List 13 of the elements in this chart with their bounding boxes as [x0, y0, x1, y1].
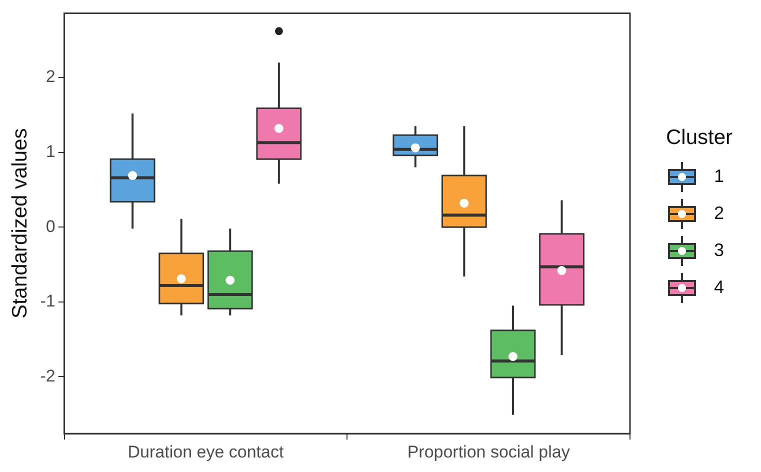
y-tick-label: 2 — [46, 67, 56, 86]
legend-title: Cluster — [666, 126, 733, 150]
legend-label: 2 — [714, 203, 724, 224]
y-axis-title: Standardized values — [8, 128, 32, 319]
y-tick-label: 0 — [46, 216, 56, 236]
x-tick-label: Duration eye contact — [128, 442, 284, 462]
legend-label: 1 — [714, 166, 724, 187]
y-tick-label: -1 — [40, 292, 56, 311]
legend-label: 4 — [714, 277, 724, 298]
y-tick-label: -2 — [40, 366, 56, 386]
legend-label: 3 — [714, 240, 724, 261]
x-tick-label: Proportion social play — [407, 442, 570, 462]
y-tick-label: 1 — [46, 142, 56, 162]
